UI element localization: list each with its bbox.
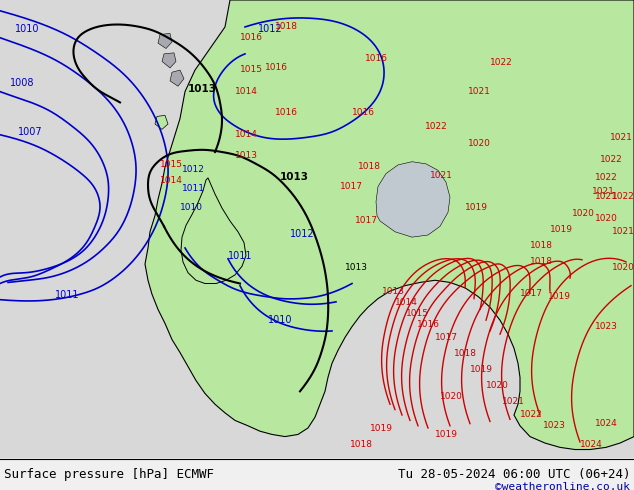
Text: 1018: 1018: [275, 22, 298, 31]
Text: 1021: 1021: [592, 187, 615, 196]
Text: 1016: 1016: [265, 63, 288, 72]
Text: 1013: 1013: [188, 84, 217, 94]
Polygon shape: [158, 33, 172, 49]
Text: 1011: 1011: [55, 290, 79, 299]
Text: 1012: 1012: [290, 229, 314, 239]
Text: 1019: 1019: [470, 365, 493, 374]
Text: 1020: 1020: [612, 263, 634, 271]
Text: 1019: 1019: [550, 225, 573, 234]
Text: 1021: 1021: [468, 87, 491, 96]
Text: 1020: 1020: [595, 214, 618, 223]
Polygon shape: [162, 53, 176, 68]
Text: 1012: 1012: [258, 24, 283, 34]
Text: 1021: 1021: [502, 397, 525, 406]
Text: 1021: 1021: [595, 193, 618, 201]
Text: 1011: 1011: [182, 184, 205, 193]
Text: 1007: 1007: [18, 127, 42, 137]
Text: 1013: 1013: [235, 151, 258, 160]
Text: 1017: 1017: [435, 333, 458, 342]
Text: 1019: 1019: [548, 292, 571, 300]
Text: 1016: 1016: [275, 108, 298, 117]
Text: 1016: 1016: [240, 33, 263, 42]
Text: 1018: 1018: [530, 241, 553, 250]
Text: 1024: 1024: [580, 441, 603, 449]
Text: Tu 28-05-2024 06:00 UTC (06+24): Tu 28-05-2024 06:00 UTC (06+24): [398, 468, 630, 481]
Text: 1020: 1020: [468, 139, 491, 147]
Text: 1020: 1020: [572, 209, 595, 218]
Text: 1020: 1020: [486, 381, 509, 390]
Text: 1019: 1019: [435, 430, 458, 439]
Text: 1021: 1021: [612, 227, 634, 236]
Text: 1022: 1022: [520, 410, 543, 419]
Polygon shape: [0, 0, 634, 458]
Text: 1014: 1014: [160, 176, 183, 185]
Text: 1016: 1016: [352, 108, 375, 117]
Text: 1010: 1010: [268, 316, 292, 325]
Text: 1021: 1021: [430, 171, 453, 180]
Text: 1020: 1020: [440, 392, 463, 401]
Text: 1015: 1015: [240, 65, 263, 74]
Text: 1021: 1021: [610, 133, 633, 142]
Text: 1017: 1017: [520, 290, 543, 298]
Text: 1022: 1022: [490, 58, 513, 67]
Text: 1016: 1016: [365, 54, 388, 63]
Text: 1019: 1019: [465, 203, 488, 212]
Polygon shape: [145, 0, 634, 449]
Text: 1023: 1023: [595, 322, 618, 331]
Text: 1011: 1011: [228, 251, 252, 261]
Text: 1014: 1014: [235, 87, 258, 96]
Text: Surface pressure [hPa] ECMWF: Surface pressure [hPa] ECMWF: [4, 468, 214, 481]
Polygon shape: [376, 162, 450, 237]
Text: 1024: 1024: [595, 419, 618, 428]
Text: 1022: 1022: [595, 173, 618, 182]
Text: 1008: 1008: [10, 78, 34, 88]
Text: 1017: 1017: [355, 216, 378, 225]
Text: 1017: 1017: [340, 182, 363, 191]
Text: 1018: 1018: [358, 162, 381, 171]
Text: 1019: 1019: [370, 424, 393, 433]
Text: ©weatheronline.co.uk: ©weatheronline.co.uk: [495, 482, 630, 490]
Text: 1022: 1022: [612, 193, 634, 201]
Text: 1013: 1013: [280, 172, 309, 182]
Text: 1015: 1015: [406, 309, 429, 318]
Text: 1018: 1018: [530, 257, 553, 266]
Text: 1013: 1013: [382, 287, 405, 296]
Text: 1013: 1013: [345, 263, 368, 271]
Text: 1012: 1012: [182, 166, 205, 174]
Polygon shape: [155, 115, 168, 129]
Text: 1014: 1014: [235, 130, 258, 139]
Text: 1010: 1010: [15, 24, 39, 34]
Text: 1018: 1018: [454, 349, 477, 358]
Text: 1010: 1010: [180, 203, 203, 212]
Text: 1015: 1015: [160, 160, 183, 169]
Text: 1016: 1016: [417, 319, 440, 329]
Text: 1023: 1023: [543, 421, 566, 430]
Text: 1022: 1022: [600, 155, 623, 164]
Text: 1018: 1018: [350, 441, 373, 449]
Text: 1014: 1014: [395, 298, 418, 307]
Text: 1022: 1022: [425, 122, 448, 131]
Polygon shape: [181, 178, 246, 284]
Polygon shape: [170, 70, 184, 86]
